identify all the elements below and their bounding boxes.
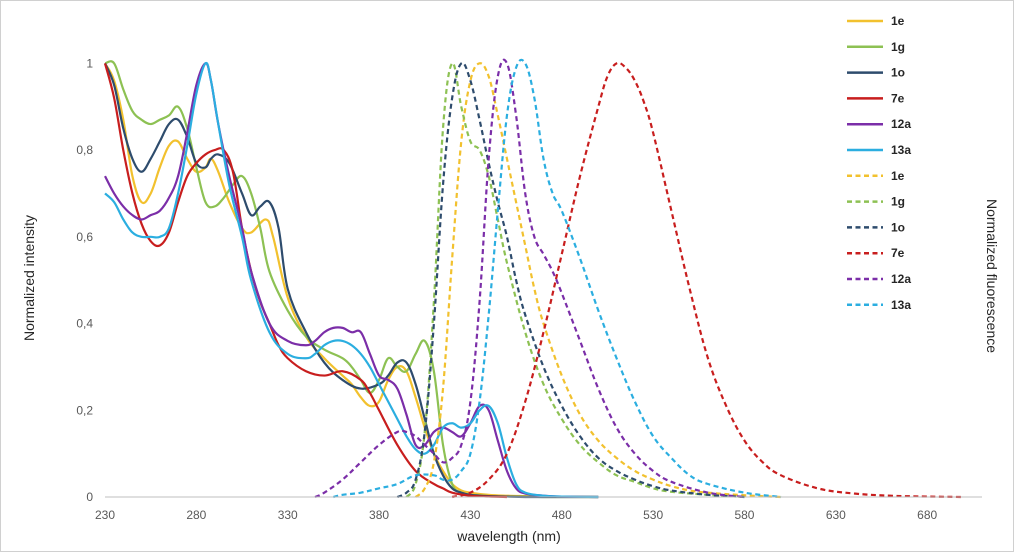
x-tick-label: 530 [643,508,663,522]
y2-axis-title: Normalized fluorescence [984,199,1000,353]
legend-label: 12a [891,272,911,286]
x-tick-label: 380 [369,508,389,522]
x-tick-label: 430 [460,508,480,522]
y-tick-label: 0,2 [76,403,93,417]
legend-label: 1g [891,195,905,209]
legend-label: 12a [891,117,911,131]
series-line-dashed-1o [396,61,745,499]
legend-label: 7e [891,91,905,105]
x-tick-label: 580 [734,508,754,522]
x-tick-label: 230 [95,508,115,522]
y-tick-label: 0,8 [76,143,93,157]
y-tick-label: 1 [86,56,93,70]
legend-label: 1e [891,14,905,28]
series-line-dashed-1g [405,62,745,499]
legend-label: 1g [891,40,905,54]
x-tick-label: 280 [186,508,206,522]
legend-label: 1e [891,169,905,183]
y-tick-labels: 0 0,2 0,4 0,6 0,8 1 [76,56,93,504]
x-tick-labels: 230 280 330 380 430 480 530 580 630 680 [95,508,938,522]
plot-area [103,58,964,499]
y-tick-label: 0,4 [76,317,93,331]
legend-label: 13a [891,143,911,157]
x-tick-label: 680 [917,508,937,522]
series-line-solid-12a [104,62,599,499]
series-line-dashed-13a [333,58,782,499]
x-tick-label: 330 [278,508,298,522]
legend-label: 1o [891,66,905,80]
legend-label: 13a [891,298,911,312]
x-axis-title: wavelength (nm) [456,528,561,544]
series-line-dashed-12a [314,58,745,499]
legend-label: 7e [891,246,905,260]
y-axis-title: Normalized intensity [21,215,37,341]
legend-label: 1o [891,220,905,234]
series-line-solid-1e [104,62,599,499]
y-tick-label: 0 [86,490,93,504]
x-tick-label: 630 [826,508,846,522]
series-line-solid-1g [104,60,599,499]
y-tick-label: 0,6 [76,230,93,244]
x-tick-label: 480 [552,508,572,522]
series-line-solid-1o [103,62,599,499]
series-line-dashed-1e [414,62,782,499]
series-line-solid-13a [104,61,599,499]
legend: 1e 1g 1o 7e 12a 13a 1e 1g 1o 7e 12a 13a [847,14,911,312]
series-line-dashed-7e [451,61,964,499]
